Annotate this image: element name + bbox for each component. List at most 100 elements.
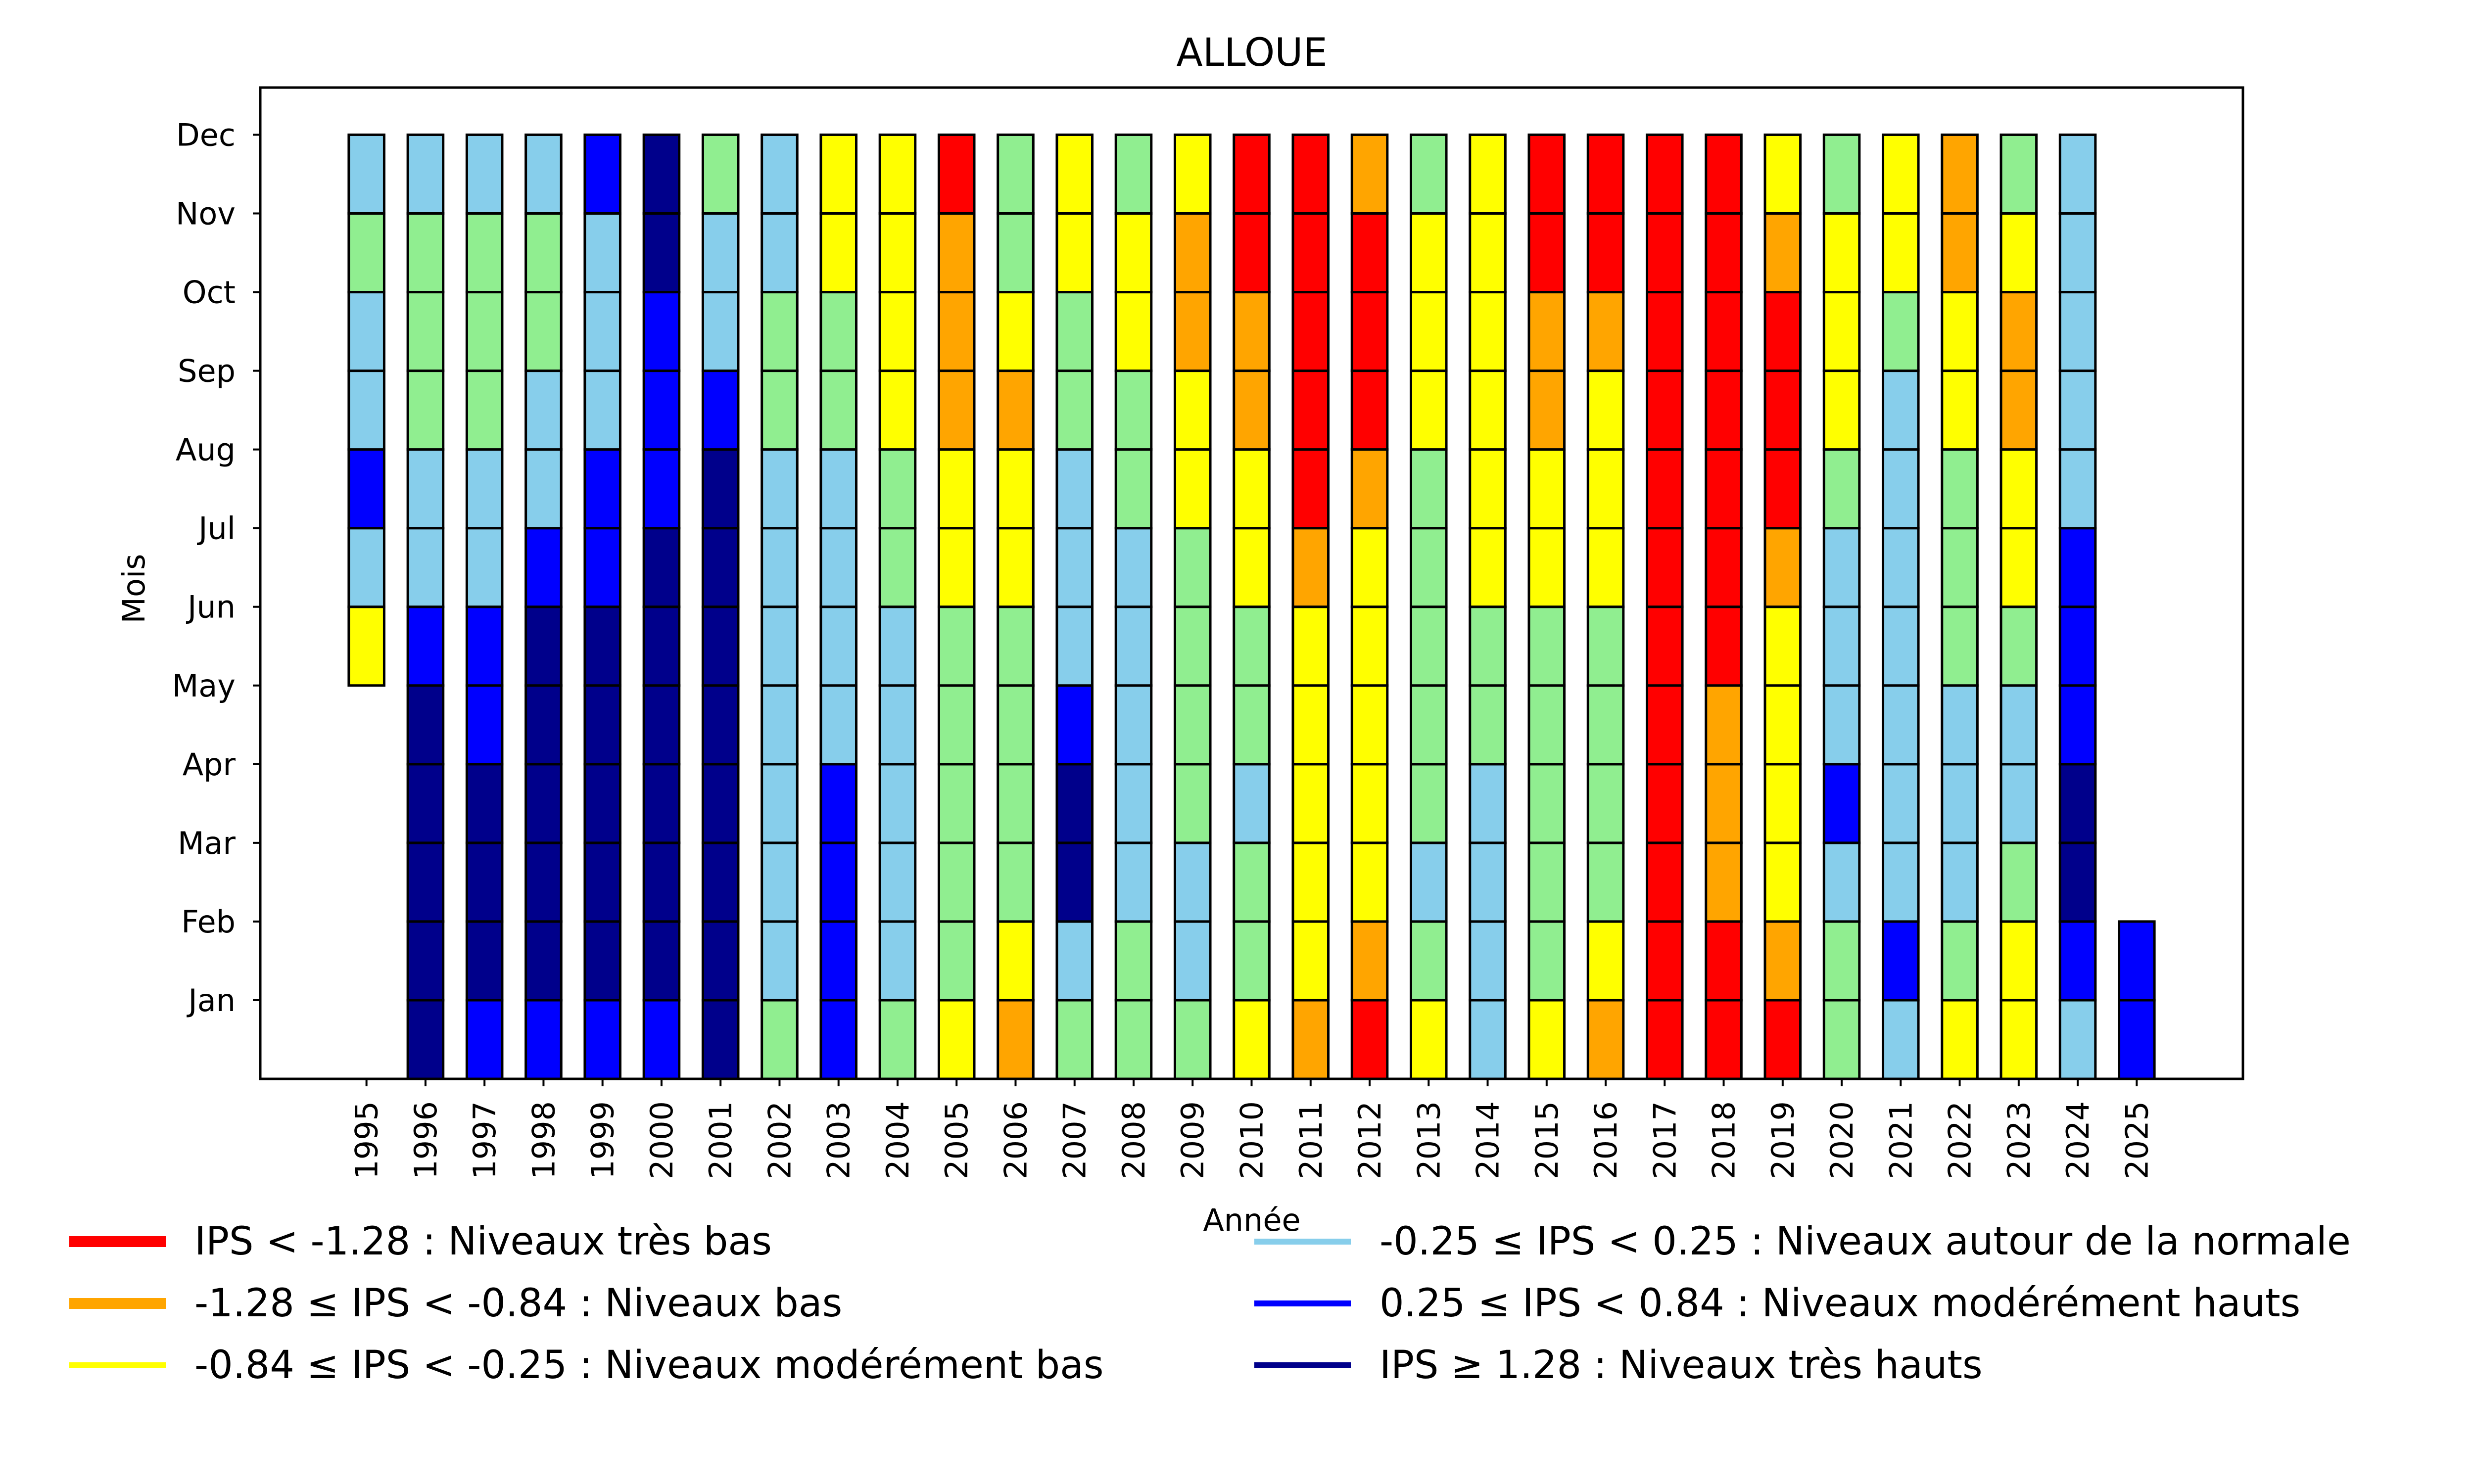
y-tick-label: Nov	[176, 195, 236, 232]
x-tick-label: 1995	[349, 1101, 385, 1179]
cell-2004-aug	[878, 448, 917, 530]
cell-2003-sep	[819, 370, 857, 451]
cell-2024-oct	[2058, 291, 2097, 372]
cell-2017-aug	[1646, 448, 1684, 530]
cell-1997-nov	[465, 212, 504, 294]
cell-2010-jul	[1233, 527, 1271, 608]
cell-2024-apr	[2058, 763, 2097, 844]
cell-2019-jun	[1763, 605, 1802, 687]
legend-label: -0.25 ≤ IPS < 0.25 : Niveaux autour de l…	[1380, 1219, 2351, 1264]
cell-2002-mar	[761, 841, 799, 923]
cell-2013-aug	[1409, 448, 1448, 530]
cell-2017-feb	[1646, 920, 1684, 1002]
x-tick-label: 2010	[1234, 1101, 1270, 1179]
cell-2003-oct	[819, 291, 857, 372]
cell-2007-nov	[1055, 212, 1094, 294]
cell-2012-jul	[1350, 527, 1389, 608]
cell-2004-jul	[878, 527, 917, 608]
cell-2014-nov	[1469, 212, 1507, 294]
cell-2000-mar	[642, 841, 681, 923]
cell-2012-sep	[1350, 370, 1389, 451]
cell-2005-oct	[937, 291, 976, 372]
cell-2017-sep	[1646, 370, 1684, 451]
cell-2001-mar	[701, 841, 740, 923]
cell-2010-sep	[1233, 370, 1271, 451]
cell-2014-jun	[1469, 605, 1507, 687]
cell-1995-sep	[347, 370, 385, 451]
legend-item: -1.28 ≤ IPS < -0.84 : Niveaux bas	[69, 1281, 842, 1326]
cell-2002-jun	[761, 605, 799, 687]
x-tick-label: 2018	[1706, 1101, 1742, 1179]
x-tick-label: 1999	[585, 1101, 621, 1179]
cell-2016-mar	[1586, 841, 1625, 923]
cell-2023-sep	[1999, 370, 2038, 451]
cell-2018-apr	[1705, 763, 1743, 844]
x-tick-label: 2004	[880, 1101, 916, 1179]
cell-1997-feb	[465, 920, 504, 1002]
cell-1999-jan	[583, 999, 621, 1080]
cell-2001-nov	[701, 212, 740, 294]
cell-2021-mar	[1882, 841, 1920, 923]
x-tick-label: 2000	[644, 1101, 680, 1179]
x-tick-label: 2015	[1529, 1101, 1565, 1179]
y-tick-label: Feb	[181, 904, 236, 940]
cell-1996-nov	[406, 212, 445, 294]
cell-2017-mar	[1646, 841, 1684, 923]
cell-1997-apr	[465, 763, 504, 844]
cell-1996-jul	[406, 527, 445, 608]
cell-2004-sep	[878, 370, 917, 451]
cell-2020-jul	[1822, 527, 1861, 608]
cell-2009-apr	[1173, 763, 1212, 844]
cell-2013-jan	[1409, 999, 1448, 1080]
cell-2021-dec	[1882, 133, 1920, 215]
cell-2000-jul	[642, 527, 681, 608]
cell-2022-aug	[1941, 448, 1979, 530]
cell-2014-feb	[1469, 920, 1507, 1002]
cell-2021-feb	[1882, 920, 1920, 1002]
legend-label: -0.84 ≤ IPS < -0.25 : Niveaux modérément…	[194, 1343, 1104, 1388]
cell-2011-jun	[1291, 605, 1330, 687]
cell-1996-oct	[406, 291, 445, 372]
cell-2004-apr	[878, 763, 917, 844]
cell-2020-mar	[1822, 841, 1861, 923]
cell-2004-feb	[878, 920, 917, 1002]
cell-2006-feb	[997, 920, 1035, 1002]
cell-2021-jan	[1882, 999, 1920, 1080]
cell-2011-may	[1291, 684, 1330, 766]
cell-1997-mar	[465, 841, 504, 923]
cell-2018-jun	[1705, 605, 1743, 687]
cell-2001-apr	[701, 763, 740, 844]
cell-2006-nov	[997, 212, 1035, 294]
cell-2013-jun	[1409, 605, 1448, 687]
cell-2012-oct	[1350, 291, 1389, 372]
cell-2015-feb	[1527, 920, 1566, 1002]
cell-1998-nov	[524, 212, 563, 294]
x-tick-label: 2016	[1588, 1101, 1624, 1179]
cell-2019-jul	[1763, 527, 1802, 608]
x-tick-label: 2021	[1883, 1101, 1919, 1179]
cell-2015-apr	[1527, 763, 1566, 844]
cell-2023-oct	[1999, 291, 2038, 372]
cell-2021-sep	[1882, 370, 1920, 451]
cell-2020-jan	[1822, 999, 1861, 1080]
y-tick-label: Jul	[196, 510, 236, 547]
cell-2014-jul	[1469, 527, 1507, 608]
cell-2024-may	[2058, 684, 2097, 766]
cell-1999-sep	[583, 370, 621, 451]
legend-item: 0.25 ≤ IPS < 0.84 : Niveaux modérément h…	[1254, 1281, 2300, 1326]
cell-2011-apr	[1291, 763, 1330, 844]
cell-2023-may	[1999, 684, 2038, 766]
cell-2021-nov	[1882, 212, 1920, 294]
cell-2001-dec	[701, 133, 740, 215]
cell-2012-may	[1350, 684, 1389, 766]
cell-2005-jul	[937, 527, 976, 608]
cell-2024-nov	[2058, 212, 2097, 294]
cell-2010-feb	[1233, 920, 1271, 1002]
cell-2019-jan	[1763, 999, 1802, 1080]
cell-2024-mar	[2058, 841, 2097, 923]
cell-2012-jun	[1350, 605, 1389, 687]
cell-2019-mar	[1763, 841, 1802, 923]
cell-2018-may	[1705, 684, 1743, 766]
x-tick-label: 2019	[1765, 1101, 1801, 1179]
cell-1998-dec	[524, 133, 563, 215]
